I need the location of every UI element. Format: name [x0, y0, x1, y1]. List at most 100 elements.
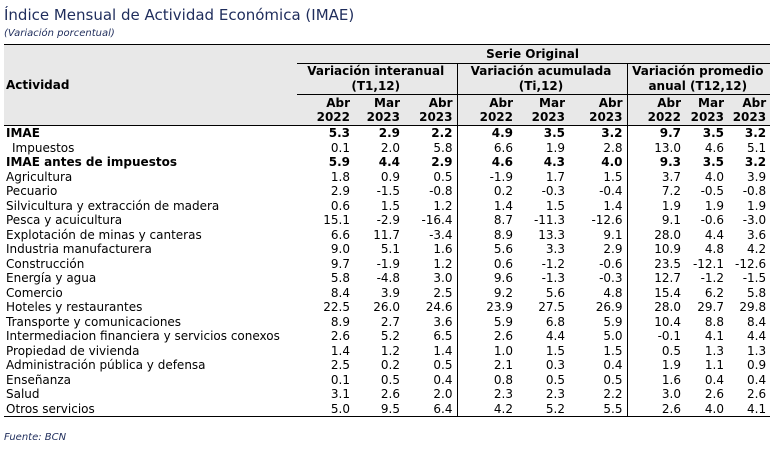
row-value: 2.0: [380, 140, 400, 155]
row-label: Salud: [6, 387, 40, 401]
row-value: 4.0: [704, 169, 724, 184]
page-title: Índice Mensual de Actividad Económica (I…: [4, 6, 355, 24]
row-value: 5.0: [603, 329, 623, 343]
row-value: 0.1: [330, 140, 350, 155]
row-value: 9.7: [330, 256, 350, 271]
row-value: 15.1: [323, 213, 350, 227]
row-label: Transporte y comunicaciones: [6, 314, 182, 329]
row-value: 27.5: [538, 300, 565, 314]
row-value: 5.6: [545, 285, 565, 300]
header-row-serie: Actividad Serie Original: [4, 44, 771, 126]
table-row: Administración pública y defensa 2.5 0.2 0.…: [4, 358, 770, 373]
row-value: 3.5: [702, 126, 724, 140]
row-value: -0.6: [599, 256, 623, 271]
row-value: 0.4: [433, 372, 453, 387]
row-label: Otros servicios: [4, 401, 297, 417]
row-value: 6.6: [330, 227, 350, 242]
row-value: 4.2: [456, 401, 517, 417]
row-value: 0.6: [330, 198, 350, 213]
row-value: 2.6: [330, 329, 350, 343]
row-value: 6.8: [545, 314, 565, 329]
row-value: -0.3: [599, 271, 623, 285]
row-value: 1.8: [330, 169, 350, 184]
table-row: Hoteles y restaurantes 22.5 26.0 24.6 23.9 27…: [4, 300, 770, 315]
table-row: Propiedad de vivienda 1.4 1.2 1.4 1.0 1.5 1.5 0…: [4, 343, 770, 358]
imae-table: Actividad Serie Original Variación inter…: [4, 44, 771, 417]
row-value: 4.0: [685, 401, 728, 417]
row-value: 1.6: [433, 242, 453, 256]
table-row: Pesca y acuicultura 15.1 -2.9 -16.4 8.7 -11.3…: [4, 213, 770, 228]
table-row: Enseñanza 0.1 0.5 0.4 0.8 0.5 0.5 1.6 0.4 0.4: [4, 372, 770, 387]
row-value: 23.5: [626, 256, 685, 271]
row-label: Impuestos: [12, 140, 75, 155]
row-value: 9.3: [626, 155, 685, 170]
row-value: 2.6: [626, 401, 685, 417]
row-label: Construcción: [6, 256, 85, 271]
row-value: 5.2: [517, 401, 569, 417]
row-value: 6.2: [704, 285, 724, 300]
header-period-month: Abr: [657, 96, 681, 110]
row-value: -0.1: [626, 329, 685, 344]
row-label: Enseñanza: [6, 372, 72, 387]
row-value: -0.4: [599, 184, 623, 198]
row-value: -2.9: [376, 213, 400, 227]
row-value: 28.0: [626, 227, 685, 242]
row-value: 1.2: [433, 198, 453, 213]
row-value: 1.5: [603, 169, 623, 184]
table-row: Construcción 9.7 -1.9 1.2 0.6 -1.2 -0.6 23.5 -12…: [4, 256, 770, 271]
header-period: Abr 2023: [404, 94, 457, 126]
table-row: Intermediacion financiera y servicios co…: [4, 329, 770, 344]
row-value: 3.0: [433, 271, 453, 285]
row-value: 12.7: [626, 271, 685, 286]
row-value: 4.8: [603, 285, 623, 300]
table-row: IMAE 5.3 2.9 2.2 4.9 3.5 3.2 9.7 3.5 3.2: [4, 125, 770, 141]
table-row: Industria manufacturera 9.0 5.1 1.6 5.6 3.3 2.…: [4, 242, 770, 257]
row-value: 0.9: [380, 169, 400, 184]
header-period-year: 2023: [690, 110, 724, 124]
table-row: Impuestos 0.1 2.0 5.8 6.6 1.9 2.8 13.0 4.6 5.1: [4, 140, 770, 155]
row-value: 2.8: [603, 140, 623, 155]
row-value: 9.2: [456, 285, 517, 300]
row-value: 2.6: [380, 387, 400, 401]
row-value: 1.1: [704, 358, 724, 372]
row-value: 0.5: [603, 372, 623, 387]
row-value: 1.5: [545, 198, 565, 213]
row-value: -0.8: [742, 184, 767, 198]
row-value: -3.0: [742, 213, 767, 227]
table-body: IMAE 5.3 2.9 2.2 4.9 3.5 3.2 9.7 3.5 3.2 Impuestos…: [4, 125, 771, 417]
row-value: 2.9: [330, 184, 350, 198]
table-row: Comercio 8.4 3.9 2.5 9.2 5.6 4.8 15.4 6.2 5.8: [4, 285, 770, 300]
row-value: 2.0: [433, 387, 453, 401]
row-value: 8.4: [747, 314, 767, 329]
header-activity: Actividad: [4, 44, 297, 126]
row-value: -0.3: [541, 184, 565, 198]
row-value: 4.1: [704, 329, 724, 343]
row-value: 1.4: [330, 343, 350, 358]
row-label: IMAE antes de impuestos: [6, 155, 177, 169]
row-label: Propiedad de vivienda: [6, 343, 140, 358]
row-value: -1.2: [700, 271, 724, 285]
row-value: 8.9: [456, 227, 517, 242]
row-value: 0.5: [545, 372, 565, 387]
header-period: Abr 2022: [626, 94, 685, 126]
row-value: 3.9: [380, 285, 400, 300]
row-label: Agricultura: [6, 169, 73, 184]
row-value: -1.5: [742, 271, 767, 285]
row-label: Comercio: [6, 285, 63, 300]
row-value: 4.4: [545, 329, 565, 343]
table-row: Agricultura 1.8 0.9 0.5 -1.9 1.7 1.5 3.7 4.0 3.9: [4, 169, 770, 184]
row-value: 9.1: [626, 213, 685, 228]
row-value: 9.7: [626, 125, 685, 141]
row-value: 8.9: [330, 314, 350, 329]
row-value: -11.3: [533, 213, 565, 227]
header-period-year: 2023: [732, 110, 767, 124]
row-value: -0.6: [700, 213, 724, 227]
header-period: Abr 2023: [569, 94, 627, 126]
row-value: 2.5: [433, 285, 453, 300]
row-value: 5.5: [569, 401, 627, 417]
row-value: 4.4: [747, 329, 767, 343]
header-period-month: Mar: [539, 96, 565, 110]
row-value: 1.2: [380, 343, 400, 358]
row-value: 26.0: [373, 300, 400, 314]
row-value: 0.4: [704, 372, 724, 387]
